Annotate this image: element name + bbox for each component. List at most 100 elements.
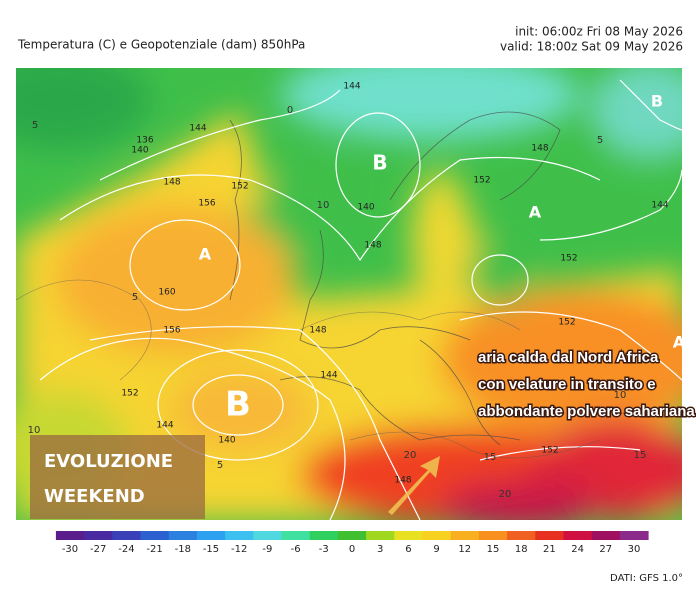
contour-label: 140 (131, 146, 148, 156)
colorbar-segment (309, 531, 339, 540)
contour-label: 148 (309, 326, 326, 336)
colorbar-segment (225, 531, 254, 540)
colorbar-segment (366, 531, 395, 540)
colorbar-tick-label: 18 (515, 544, 528, 555)
colorbar-tick-label: 21 (543, 544, 556, 555)
colorbar-segment (168, 531, 198, 540)
colorbar-segment (140, 531, 170, 540)
annotation-line: abbondante polvere sahariana (478, 403, 695, 420)
colorbar-tick-label: -21 (146, 544, 162, 555)
temperature-label: 10 (28, 425, 41, 436)
contour-label: 152 (121, 389, 138, 399)
colorbar-segment (507, 531, 536, 540)
contour-label: 148 (163, 178, 180, 188)
colorbar-tick-label: 0 (349, 544, 355, 555)
contour-label: 156 (198, 199, 215, 209)
colorbar-segment (563, 531, 593, 540)
colorbar-tick-label: 15 (487, 544, 500, 555)
colorbar-segment (450, 531, 480, 540)
colorbar-tick-label: -24 (118, 544, 134, 555)
colorbar-tick-label: 24 (571, 544, 584, 555)
colorbar-tick-label: -6 (291, 544, 301, 555)
temperature-label: 20 (499, 489, 512, 500)
contour-label: 144 (651, 201, 668, 211)
valid-time: valid: 18:00z Sat 09 May 2026 (500, 40, 683, 54)
colorbar-tick-label: 6 (405, 544, 411, 555)
contour-label: 152 (541, 446, 558, 456)
colorbar-tick-label: -30 (62, 544, 78, 555)
map-title: Temperatura (C) e Geopotenziale (dam) 85… (17, 38, 305, 52)
colorbar-tick-label: -3 (319, 544, 329, 555)
temperature-label: 15 (484, 452, 497, 463)
colorbar-tick-label: 30 (628, 544, 641, 555)
colorbar-segment (112, 531, 141, 540)
colorbar-segment (422, 531, 452, 540)
pressure-center: A (199, 245, 212, 264)
contour-label: 144 (320, 371, 337, 381)
temperature-label: 10 (317, 200, 330, 211)
contour-label: 152 (558, 318, 575, 328)
contour-label: 148 (394, 476, 411, 486)
colorbar-tick-label: -12 (231, 544, 247, 555)
temperature-label: 20 (404, 450, 417, 461)
colorbar-tick-label: 3 (377, 544, 383, 555)
contour-label: 148 (364, 241, 381, 251)
colorbar-segment (337, 531, 367, 540)
temperature-label: 5 (32, 120, 38, 131)
colorbar-tick-label: 27 (599, 544, 612, 555)
badge-line: WEEKEND (44, 486, 145, 507)
colorbar-segment (55, 531, 85, 540)
contour-label: 140 (357, 203, 374, 213)
colorbar-tick-label: -15 (203, 544, 219, 555)
pressure-center: B (372, 151, 387, 175)
pressure-center: B (651, 92, 663, 111)
badge-line: EVOLUZIONE (44, 451, 173, 472)
contour-label: 136 (136, 136, 153, 146)
contour-label: 156 (163, 326, 180, 336)
temperature-label: 15 (634, 450, 647, 461)
temperature-label: 5 (597, 135, 603, 146)
colorbar: -30 -27 -24 -21 -18 -15 -12 -9 -6 -3 0 3 6 9 12 15 18 21 2… (55, 531, 649, 555)
map-field (16, 68, 682, 520)
annotation-line: con velature in transito e (478, 376, 656, 393)
contour-label: 144 (156, 421, 173, 431)
contour-label: 160 (158, 288, 175, 298)
contour-label: 152 (473, 176, 490, 186)
temperature-labels: 5 10 5 0 5 10 15 20 20 15 10 5 (28, 105, 647, 500)
annotation-line: aria calda dal Nord Africa (478, 349, 659, 366)
colorbar-segment (591, 531, 621, 540)
pressure-center: A (673, 333, 686, 352)
arrow (388, 456, 440, 515)
colorbar-segment (394, 531, 423, 540)
colorbar-tick-label: -9 (262, 544, 272, 555)
temperature-label: 5 (217, 460, 223, 471)
pressure-centers: B A B A B A (199, 92, 686, 425)
colorbar-segment (84, 531, 113, 540)
colorbar-tick-label: 9 (433, 544, 439, 555)
colorbar-segment (196, 531, 226, 540)
colorbar-segment (478, 531, 508, 540)
annotation: aria calda dal Nord Africa con velature … (477, 347, 696, 421)
temperature-label: 0 (287, 105, 293, 116)
colorbar-tick-label: 12 (458, 544, 471, 555)
contour-labels: 136 140 144 148 152 156 160 156 152 144 … (121, 82, 668, 486)
init-time: init: 06:00z Fri 08 May 2026 (515, 25, 683, 39)
contour-label: 152 (560, 254, 577, 264)
colorbar-segment (281, 531, 311, 540)
colorbar-segment (253, 531, 282, 540)
temperature-label: 5 (132, 292, 138, 303)
colorbar-tick-label: -27 (90, 544, 106, 555)
colorbar-segment (535, 531, 564, 540)
data-source: DATI: GFS 1.0° (610, 573, 683, 584)
pressure-center: A (529, 203, 542, 222)
contour-label: 152 (231, 182, 248, 192)
temperature-label: 10 (614, 390, 627, 401)
pressure-center: B (225, 385, 251, 425)
contour-label: 144 (343, 82, 360, 92)
contour-label: 148 (531, 144, 548, 154)
badge: EVOLUZIONE WEEKEND (30, 435, 205, 519)
contour-label: 144 (189, 124, 206, 134)
colorbar-tick-label: -18 (175, 544, 191, 555)
